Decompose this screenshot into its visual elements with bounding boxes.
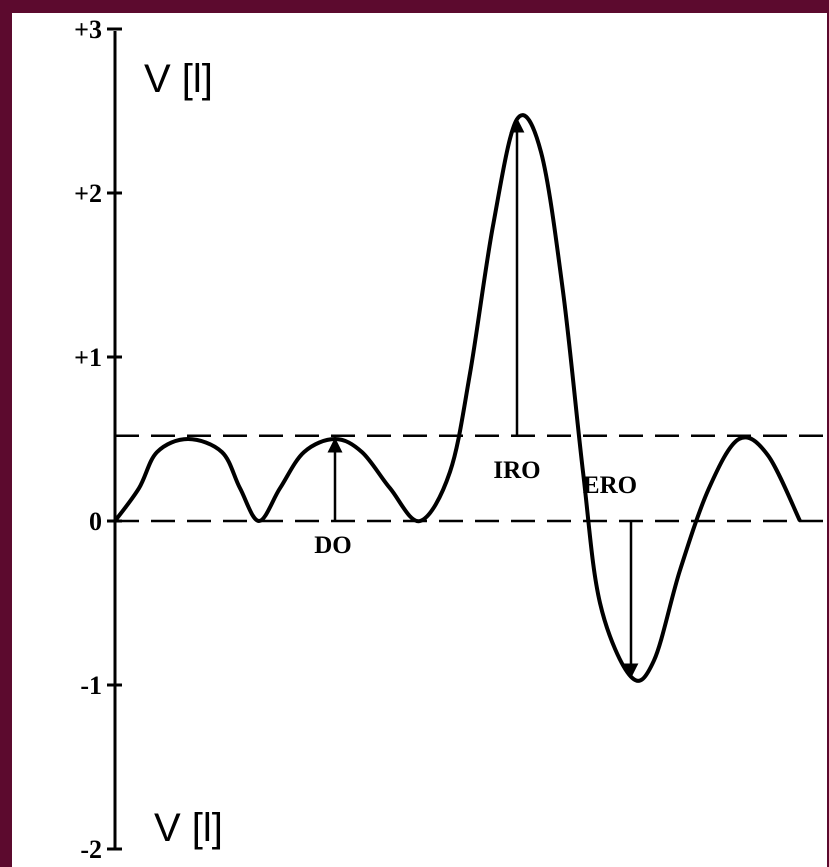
annotation-ero: ERO bbox=[583, 472, 637, 499]
y-tick-label: +2 bbox=[74, 179, 102, 208]
y-axis-title-top: V [l] bbox=[144, 57, 213, 101]
y-tick-label: -2 bbox=[80, 835, 102, 864]
annotation-do: DO bbox=[314, 532, 352, 559]
y-tick-label: -1 bbox=[80, 671, 102, 700]
y-axis-title-bottom: V [l] bbox=[154, 806, 223, 850]
y-tick-label: +1 bbox=[74, 343, 102, 372]
annotation-iro: IRO bbox=[493, 457, 540, 484]
y-tick-label: 0 bbox=[89, 507, 102, 536]
volume-curve bbox=[113, 113, 802, 683]
chart: +3 +2 +1 0 -1 -2 DO IRO ERO V [l] V [l] bbox=[74, 15, 824, 864]
chart-frame: +3 +2 +1 0 -1 -2 DO IRO ERO V [l] V [l] bbox=[12, 13, 827, 867]
y-tick-label: +3 bbox=[74, 15, 102, 44]
